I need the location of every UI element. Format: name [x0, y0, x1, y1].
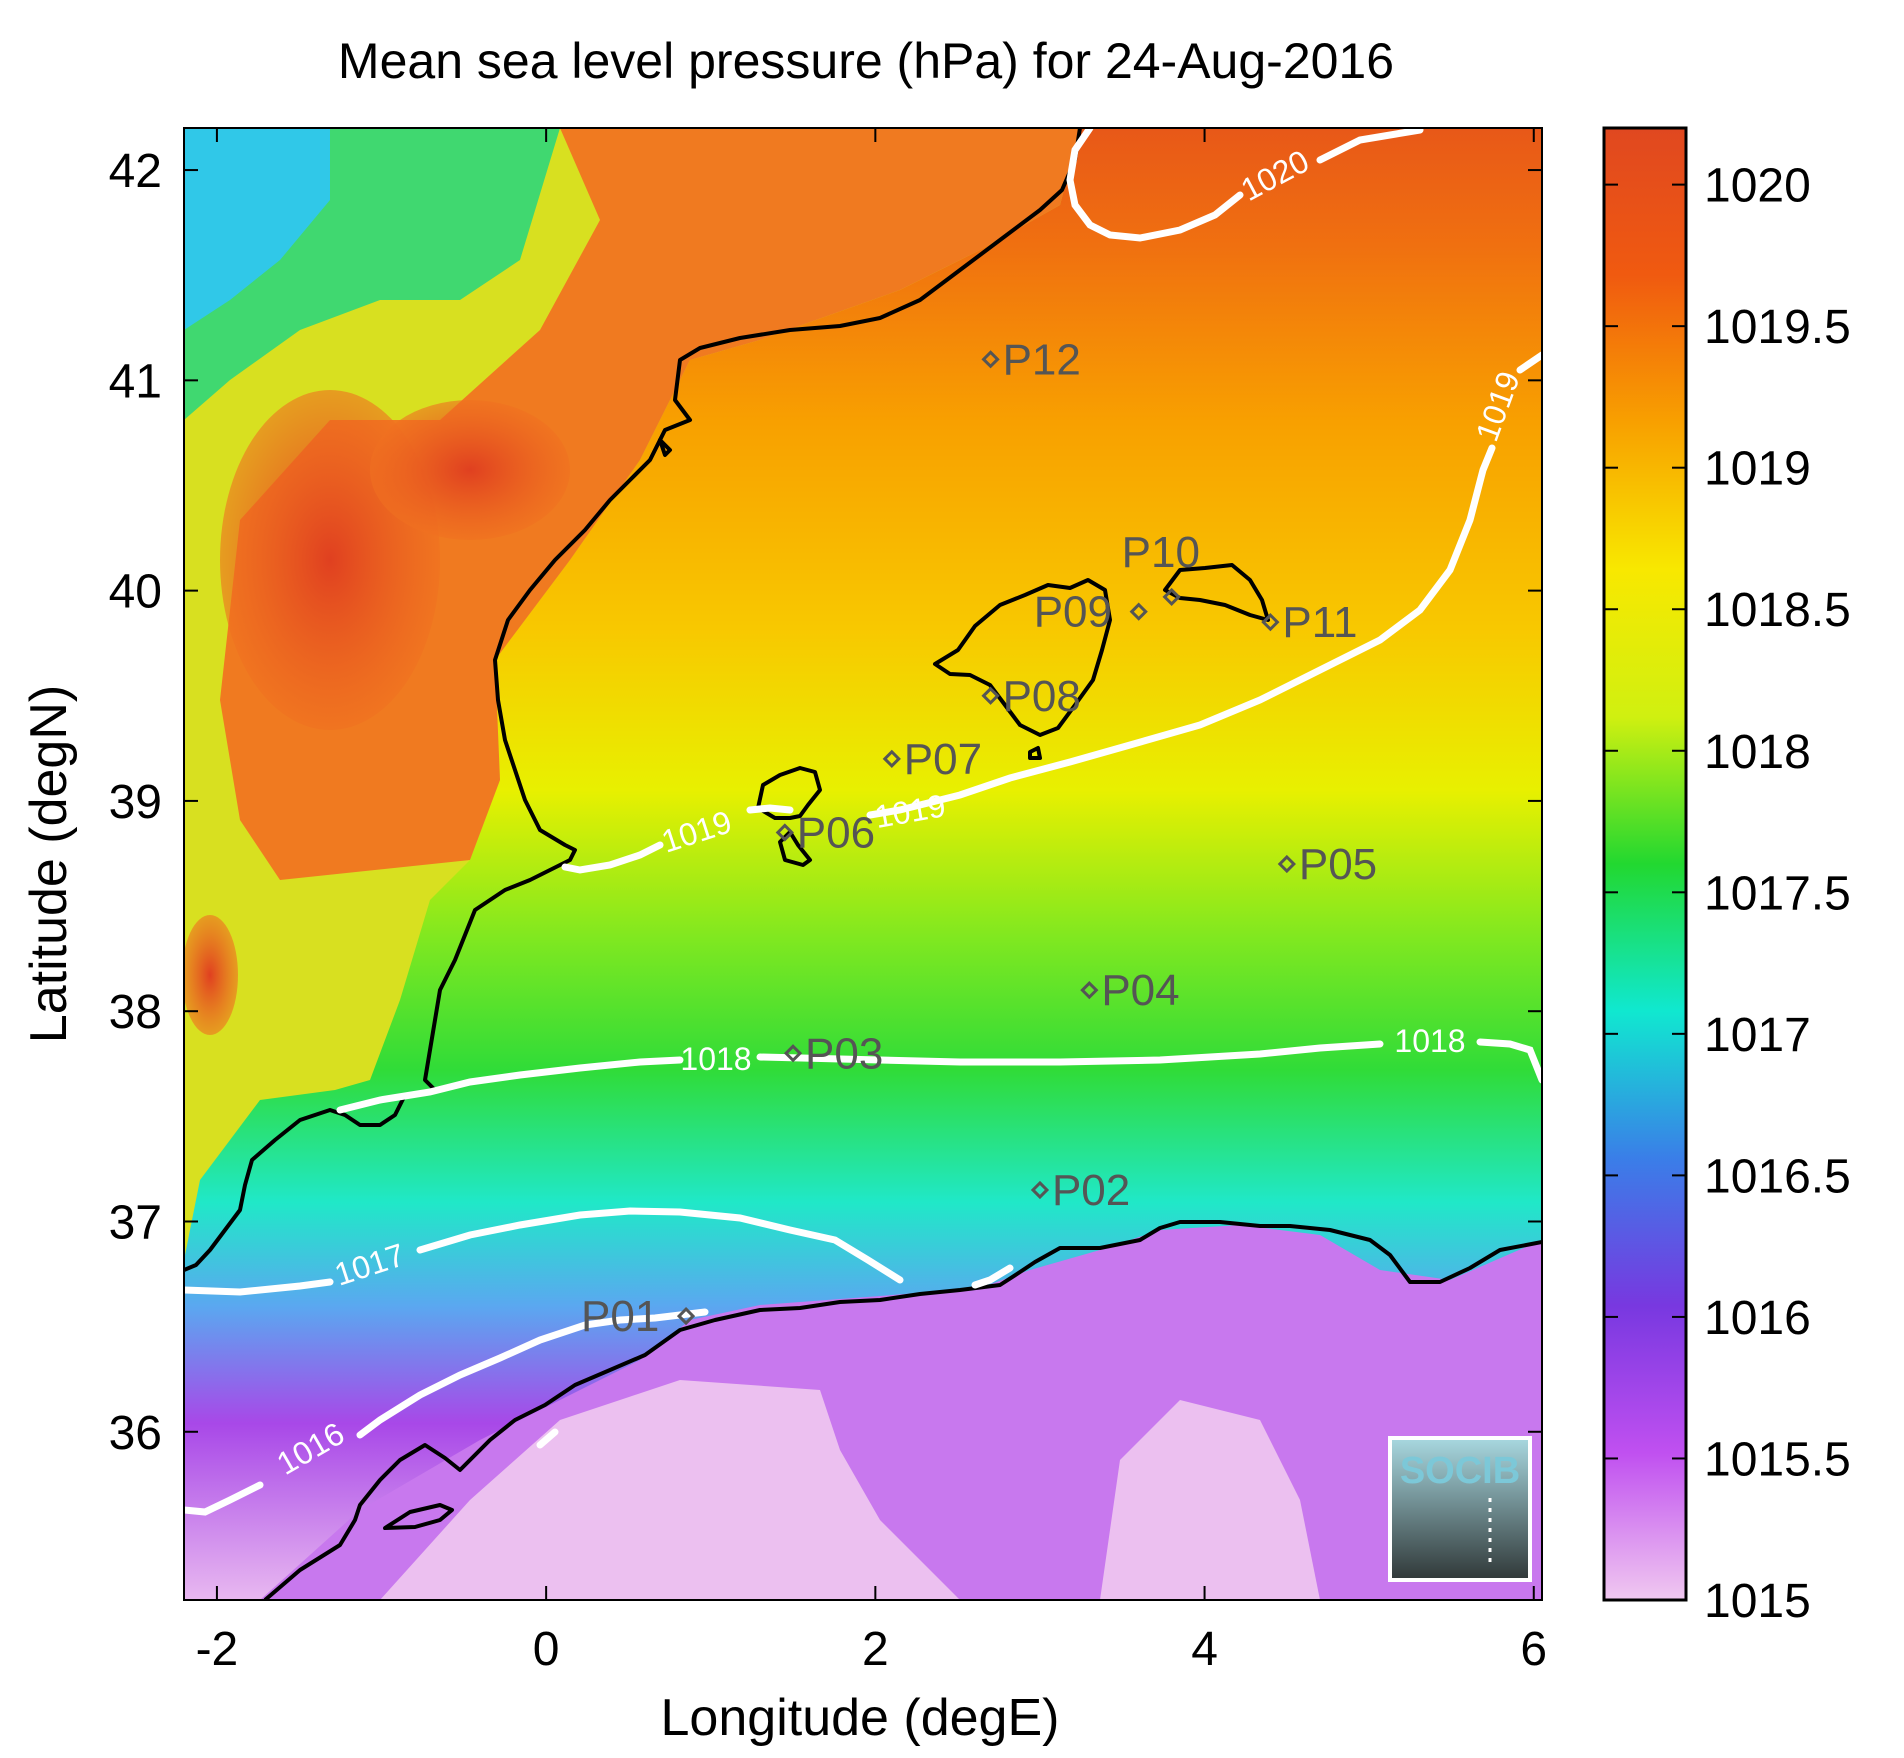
x-axis-label: Longitude (degE) [661, 1689, 1060, 1747]
station-p07: P07 [882, 735, 982, 784]
station-p06: P06 [775, 808, 875, 857]
x-tick-label: 4 [1191, 1623, 1218, 1676]
y-tick-label: 38 [109, 986, 162, 1039]
station-label: P02 [1052, 1166, 1130, 1215]
station-p10: P10 [1122, 528, 1200, 607]
land-cyan-zone [184, 128, 330, 330]
isobar-label-1018-east: 1018 [1394, 1023, 1465, 1059]
station-marker [981, 686, 1000, 705]
station-p08: P08 [981, 672, 1081, 721]
station-marker [775, 823, 794, 842]
colorbar-tick-label: 1020 [1704, 160, 1811, 213]
colorbar-tick-label: 1017.5 [1704, 867, 1851, 920]
station-marker [1030, 1180, 1050, 1200]
colorbar-tick-label: 1015 [1704, 1575, 1811, 1628]
station-label: P07 [904, 735, 982, 784]
station-label: P11 [1282, 598, 1357, 647]
colorbar-tick-label: 1016 [1704, 1292, 1811, 1345]
map-frame [183, 127, 1543, 1601]
station-marker [1162, 587, 1181, 607]
colorbar-tick-label: 1016.5 [1704, 1150, 1851, 1203]
map-title: Mean sea level pressure (hPa) for 24-Aug… [338, 33, 1394, 89]
station-marker [1277, 854, 1296, 874]
station-p09: P09 [1034, 588, 1148, 637]
station-p01: P01 [581, 1292, 696, 1341]
station-p03: P03 [783, 1029, 883, 1078]
colorbar-tick-label: 1019 [1704, 443, 1811, 496]
station-p02: P02 [1030, 1166, 1130, 1215]
isobar-1018 [336, 1038, 1542, 1114]
y-tick-label: 36 [109, 1407, 162, 1460]
isobar-1017 [184, 1207, 1014, 1296]
y-tick-label: 41 [109, 355, 162, 408]
colorbar-tick-label: 1015.5 [1704, 1433, 1851, 1486]
station-p05: P05 [1277, 840, 1377, 889]
station-marker [1129, 602, 1148, 621]
land-orange-zone [220, 128, 1080, 880]
station-label: P10 [1122, 528, 1200, 577]
station-marker [1080, 981, 1099, 1000]
isobar-label-1018-west: 1018 [680, 1041, 751, 1077]
isobar-1019 [561, 351, 1542, 874]
station-marker [981, 350, 1000, 369]
isobar-1016 [184, 1308, 709, 1516]
y-axis-label: Latitude (degN) [20, 685, 78, 1043]
colorbar-ticks: 1020 1019.5 1019 1018.5 1018 1017.5 1017 1016.5… [1604, 160, 1851, 1628]
station-marker [783, 1044, 803, 1063]
x-tick-label: 2 [862, 1623, 889, 1676]
isobars [184, 128, 1542, 1516]
africa-coastline [263, 1220, 1542, 1600]
socib-logo: SOCIB [1388, 1436, 1532, 1582]
station-label: P09 [1034, 588, 1112, 637]
station-p12: P12 [981, 335, 1081, 384]
station-label: P06 [797, 808, 875, 857]
africa-pink-zone-east [1100, 1400, 1320, 1600]
station-label: P03 [805, 1029, 883, 1078]
land-hot-spot-centre [370, 400, 570, 540]
iberia-land-field [184, 128, 1080, 1260]
station-label: P01 [581, 1292, 659, 1341]
socib-logo-text: SOCIB [1400, 1450, 1520, 1492]
x-tick-label: 0 [533, 1623, 560, 1676]
axes-layer: -2 0 2 4 6 42 41 40 39 38 37 36 [109, 128, 1547, 1676]
x-tick-label: 6 [1520, 1623, 1547, 1676]
menorca-coast [1163, 563, 1270, 622]
iberia-coastline [184, 128, 1082, 1272]
colorbar-tick-label: 1018 [1704, 726, 1811, 779]
station-label: P08 [1003, 672, 1081, 721]
station-label: P04 [1101, 966, 1179, 1015]
map-area: 1020 1019 1019 1019 1018 1018 1017 1016 … [184, 128, 1542, 1600]
station-marker [1261, 613, 1280, 632]
land-hot-spot-south [184, 915, 238, 1035]
ibiza-coast [756, 766, 822, 820]
alboran-coast [383, 1503, 454, 1530]
y-tick-label: 42 [109, 145, 162, 198]
x-tick-label: -2 [196, 1623, 239, 1676]
station-marker [882, 749, 901, 768]
station-marker [676, 1306, 696, 1326]
station-p11: P11 [1261, 598, 1357, 647]
cabrera-coast [1028, 746, 1042, 760]
y-tick-label: 39 [109, 776, 162, 829]
colorbar-tick-label: 1019.5 [1704, 301, 1851, 354]
colorbar [1602, 126, 1688, 1602]
y-tick-label: 37 [109, 1196, 162, 1249]
colorbar-tick-label: 1017 [1704, 1009, 1811, 1062]
station-label: P05 [1299, 840, 1377, 889]
isobar-1020 [1066, 128, 1424, 242]
y-tick-label: 40 [109, 566, 162, 619]
colorbar-tick-label: 1018.5 [1704, 584, 1851, 637]
africa-pink-zone [380, 1380, 960, 1600]
small-island-coast [658, 438, 672, 457]
station-label: P12 [1003, 335, 1081, 384]
station-p04: P04 [1080, 966, 1180, 1015]
